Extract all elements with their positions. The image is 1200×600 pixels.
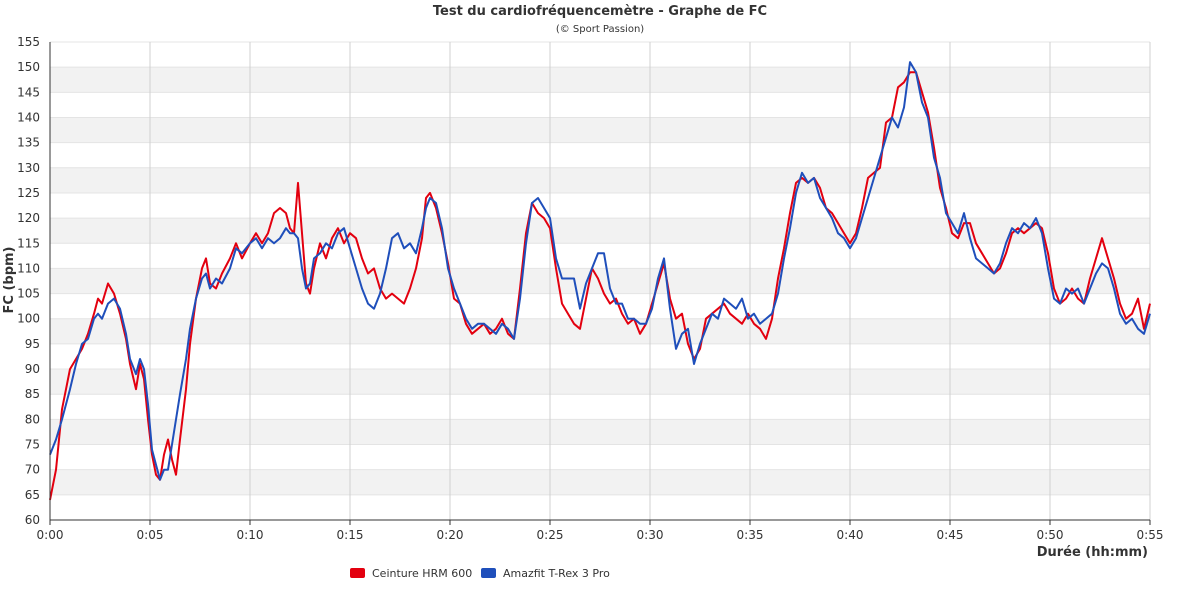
- y-tick-label: 110: [17, 261, 40, 275]
- y-tick-label: 140: [17, 110, 40, 124]
- plot-band: [50, 369, 1150, 395]
- y-tick-label: 95: [25, 337, 40, 351]
- chart-subtitle: (© Sport Passion): [556, 24, 644, 35]
- plot-band: [50, 167, 1150, 193]
- legend-entry: Amazfit T-Rex 3 Pro: [503, 567, 610, 580]
- x-tick-label: 0:35: [737, 528, 764, 542]
- x-tick-label: 0:45: [937, 528, 964, 542]
- y-tick-label: 120: [17, 211, 40, 225]
- plot-band: [50, 67, 1150, 93]
- x-tick-label: 0:20: [437, 528, 464, 542]
- x-tick-label: 0:25: [537, 528, 564, 542]
- y-axis-ticks: 60 65 70 75 80 85 90 95 100 105 110 115 120 125 130 135…: [17, 35, 40, 527]
- x-tick-label: 0:30: [637, 528, 664, 542]
- chart-title: Test du cardiofréquencemètre - Graphe de…: [433, 4, 767, 19]
- series-line-1: [49, 71, 1151, 501]
- plot-band: [50, 469, 1150, 495]
- x-axis-ticks: 0:00 0:05 0:10 0:15 0:20 0:25 0:30 0:35 0:40 0:45…: [37, 520, 1164, 542]
- y-tick-label: 85: [25, 387, 40, 401]
- y-tick-label: 100: [17, 312, 40, 326]
- y-tick-label: 135: [17, 136, 40, 150]
- grid-lines: [49, 41, 1151, 521]
- series-line-2: [49, 61, 1151, 481]
- x-tick-label: 0:40: [837, 528, 864, 542]
- y-tick-label: 145: [17, 85, 40, 99]
- y-tick-label: 60: [25, 513, 40, 527]
- x-tick-label: 0:05: [137, 528, 164, 542]
- y-tick-label: 65: [25, 488, 40, 502]
- y-tick-label: 130: [17, 161, 40, 175]
- x-tick-label: 0:50: [1037, 528, 1064, 542]
- plot-band: [50, 318, 1150, 344]
- y-tick-label: 75: [25, 438, 40, 452]
- y-tick-label: 70: [25, 463, 40, 477]
- y-axis-label: FC (bpm): [2, 247, 17, 314]
- axes: [49, 42, 1150, 521]
- plot-band: [50, 419, 1150, 445]
- x-tick-label: 0:15: [337, 528, 364, 542]
- series-layer: [49, 61, 1151, 501]
- legend-entry: Ceinture HRM 600: [372, 567, 472, 580]
- y-tick-label: 90: [25, 362, 40, 376]
- legend-swatch: [481, 568, 496, 578]
- y-tick-label: 115: [17, 236, 40, 250]
- x-tick-label: 0:00: [37, 528, 64, 542]
- y-tick-label: 80: [25, 412, 40, 426]
- legend-swatch: [350, 568, 365, 578]
- y-tick-label: 150: [17, 60, 40, 74]
- y-tick-label: 125: [17, 186, 40, 200]
- plot-band: [50, 117, 1150, 143]
- x-axis-label: Durée (hh:mm): [1037, 545, 1148, 560]
- y-tick-label: 105: [17, 287, 40, 301]
- x-tick-label: 0:10: [237, 528, 264, 542]
- x-tick-label: 0:55: [1137, 528, 1164, 542]
- plot-band: [50, 218, 1150, 244]
- legend: Ceinture HRM 600 Amazfit T-Rex 3 Pro: [350, 567, 610, 580]
- y-tick-label: 155: [17, 35, 40, 49]
